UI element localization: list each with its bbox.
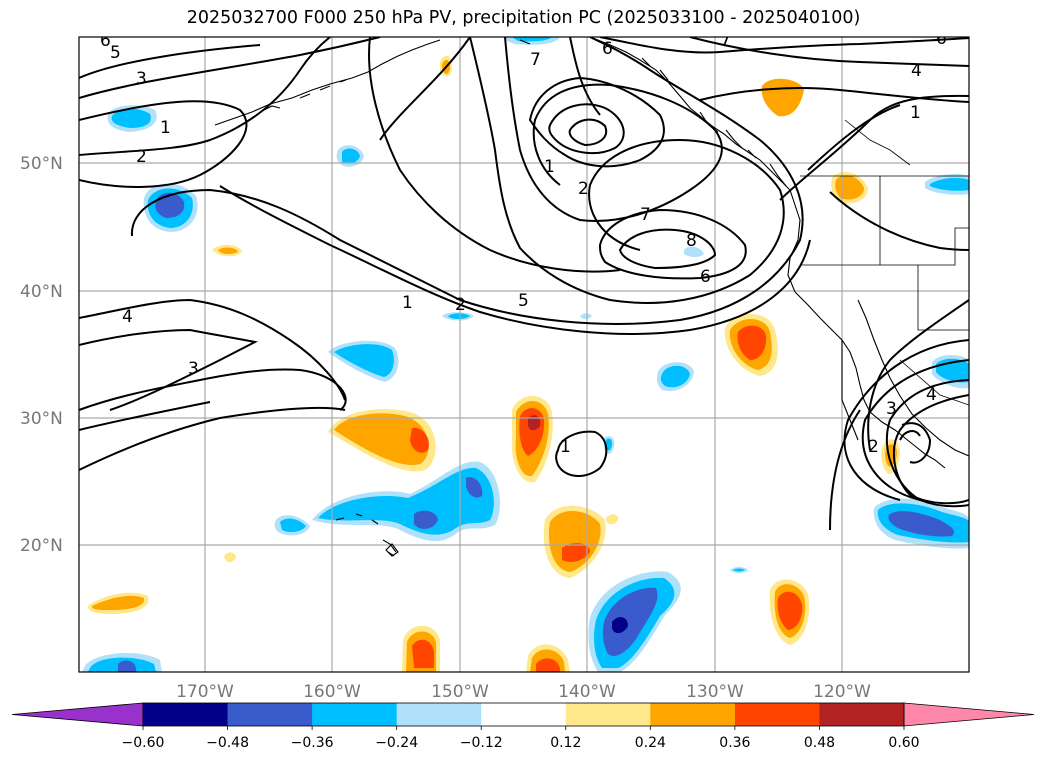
political-borders [800, 119, 969, 406]
contour-label: 1 [402, 293, 413, 313]
lat-label: 30°N [20, 409, 63, 429]
colorbar-tick-label: −0.48 [206, 735, 249, 751]
colorbar-swatch [650, 703, 736, 726]
colorbar-swatch [143, 703, 229, 726]
contour-label: 1 [544, 157, 555, 177]
colorbar: −0.60 −0.48 −0.36 −0.24 −0.12 0.12 0.24 0.36 0.4… [11, 702, 1035, 751]
colorbar-frame [142, 702, 905, 727]
contour-label: 2 [578, 179, 589, 199]
colorbar-tick-label: −0.60 [122, 735, 165, 751]
contour-label: 4 [122, 307, 133, 327]
contour-label: 6 [700, 267, 711, 287]
contour-label: 2 [868, 437, 879, 457]
colorbar-tick-label: −0.24 [375, 735, 418, 751]
precip-shading [82, 37, 969, 672]
map-border [78, 36, 970, 673]
contour-label: 5 [518, 291, 529, 311]
contour-label: 7 [530, 50, 541, 70]
contour-label: 4 [926, 385, 937, 405]
contour-label: 1 [560, 437, 571, 457]
longitude-labels: 170°W 160°W 150°W 140°W 130°W 120°W [176, 682, 871, 702]
contour-label: 3 [188, 359, 199, 379]
pv-contours [79, 37, 969, 531]
contour-label: 7 [640, 205, 651, 225]
positive-anomaly-region [88, 55, 900, 672]
lon-label: 170°W [176, 682, 234, 702]
lon-label: 130°W [686, 682, 744, 702]
negative-anomaly-region [82, 37, 969, 672]
colorbar-swatch [312, 703, 398, 726]
contour-labels: 6 5 3 1 2 4 3 1 2 5 7 6 7 1 2 7 8 6 6 4 … [100, 29, 947, 457]
map-title: 2025032700 F000 250 hPa PV, precipitatio… [186, 8, 861, 28]
latitude-labels: 50°N 40°N 30°N 20°N [20, 154, 63, 556]
contour-label: 1 [910, 103, 921, 123]
lat-label: 50°N [20, 154, 63, 174]
contour-label: 6 [936, 29, 947, 49]
colorbar-tick-label: −0.12 [460, 735, 503, 751]
colorbar-extend-high [903, 702, 1035, 727]
colorbar-tick-label: 0.48 [804, 735, 835, 751]
colorbar-swatch [565, 703, 651, 726]
colorbar-tick-label: 0.60 [888, 735, 919, 751]
colorbar-swatch [396, 703, 482, 726]
contour-label: 8 [686, 231, 697, 251]
colorbar-swatch [227, 703, 313, 726]
contour-label: 4 [911, 61, 922, 81]
colorbar-tick-label: −0.36 [291, 735, 334, 751]
lat-label: 40°N [20, 282, 63, 302]
map-panel [79, 37, 969, 672]
colorbar-tick-label: 0.24 [635, 735, 666, 751]
colorbar-extend-low [11, 702, 144, 727]
contour-label: 2 [455, 295, 466, 315]
contour-label: 1 [160, 118, 171, 138]
colorbar-tick-label: 0.12 [550, 735, 581, 751]
contour-label: 6 [100, 31, 111, 51]
contour-label: 3 [886, 399, 897, 419]
contour-label: 5 [110, 43, 121, 63]
colorbar-swatch [819, 703, 905, 726]
contour-label: 7 [720, 31, 731, 51]
lon-label: 120°W [813, 682, 871, 702]
lat-label: 20°N [20, 536, 63, 556]
contour-label: 6 [602, 39, 613, 59]
colorbar-swatch [481, 703, 567, 726]
colorbar-tick-label: 0.36 [719, 735, 750, 751]
lon-label: 140°W [558, 682, 616, 702]
lon-label: 160°W [303, 682, 361, 702]
colorbar-swatch [734, 703, 820, 726]
contour-label: 2 [136, 147, 147, 167]
contour-label: 3 [136, 69, 147, 89]
lon-label: 150°W [431, 682, 489, 702]
